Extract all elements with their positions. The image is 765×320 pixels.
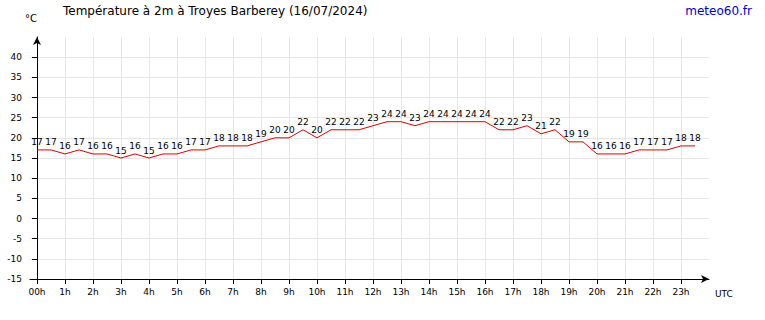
svg-text:17: 17 [31,137,42,147]
svg-text:15: 15 [11,153,22,163]
svg-text:18h: 18h [532,287,549,297]
svg-text:24: 24 [437,109,449,119]
svg-text:15: 15 [115,146,126,156]
svg-text:20: 20 [283,125,295,135]
svg-text:meteo60.fr: meteo60.fr [685,4,752,18]
svg-text:21: 21 [535,121,546,131]
svg-text:Température à 2m à Troyes Barb: Température à 2m à Troyes Barberey (16/0… [62,4,367,18]
svg-text:18: 18 [241,133,253,143]
svg-text:22: 22 [507,117,518,127]
svg-text:16: 16 [605,141,617,151]
svg-text:18: 18 [213,133,225,143]
svg-text:UTC: UTC [715,289,733,299]
svg-text:00h: 00h [28,287,45,297]
svg-text:23: 23 [367,113,378,123]
svg-text:10h: 10h [308,287,325,297]
svg-text:23: 23 [409,113,420,123]
svg-text:16: 16 [591,141,603,151]
svg-text:2h: 2h [87,287,98,297]
svg-text:24: 24 [479,109,491,119]
svg-text:18: 18 [675,133,687,143]
svg-text:1h: 1h [59,287,70,297]
svg-text:22: 22 [325,117,336,127]
svg-text:10: 10 [11,173,23,183]
svg-text:5h: 5h [171,287,182,297]
svg-text:22: 22 [353,117,364,127]
svg-text:22h: 22h [644,287,661,297]
svg-text:22: 22 [297,117,308,127]
svg-text:24: 24 [395,109,407,119]
svg-text:8h: 8h [255,287,266,297]
svg-text:4h: 4h [143,287,154,297]
svg-text:17: 17 [633,137,644,147]
svg-text:23: 23 [521,113,532,123]
svg-text:3h: 3h [115,287,126,297]
svg-text:16: 16 [157,141,169,151]
svg-text:21h: 21h [616,287,633,297]
svg-text:24: 24 [423,109,435,119]
svg-text:17: 17 [185,137,196,147]
svg-text:15: 15 [143,146,154,156]
svg-text:16h: 16h [476,287,493,297]
svg-text:7h: 7h [227,287,238,297]
svg-text:17: 17 [45,137,56,147]
svg-text:12h: 12h [364,287,381,297]
svg-text:17: 17 [73,137,84,147]
svg-text:17: 17 [647,137,658,147]
svg-text:19: 19 [577,129,589,139]
svg-text:16: 16 [619,141,631,151]
svg-text:24: 24 [381,109,393,119]
svg-text:40: 40 [11,52,23,62]
svg-text:0: 0 [16,214,22,224]
svg-text:22: 22 [339,117,350,127]
svg-text:16: 16 [171,141,183,151]
svg-text:18: 18 [227,133,239,143]
svg-text:24: 24 [451,109,463,119]
svg-text:°C: °C [25,13,37,24]
svg-text:19: 19 [563,129,575,139]
svg-text:22: 22 [549,117,560,127]
svg-text:20: 20 [269,125,281,135]
svg-text:20: 20 [11,133,23,143]
svg-text:22: 22 [493,117,504,127]
svg-text:9h: 9h [283,287,294,297]
svg-text:18: 18 [689,133,701,143]
svg-text:19: 19 [255,129,267,139]
svg-text:17h: 17h [504,287,521,297]
svg-text:16: 16 [87,141,99,151]
svg-text:16: 16 [101,141,113,151]
svg-text:25: 25 [11,113,22,123]
svg-text:15h: 15h [448,287,465,297]
svg-text:-15: -15 [7,274,22,284]
svg-text:20: 20 [311,125,323,135]
svg-text:11h: 11h [336,287,353,297]
svg-text:16: 16 [129,141,141,151]
svg-text:35: 35 [11,72,22,82]
svg-text:30: 30 [11,93,23,103]
svg-text:6h: 6h [199,287,210,297]
svg-text:20h: 20h [588,287,605,297]
svg-text:17: 17 [661,137,672,147]
svg-text:13h: 13h [392,287,409,297]
svg-text:14h: 14h [420,287,437,297]
svg-text:5: 5 [16,193,22,203]
svg-text:23h: 23h [672,287,689,297]
svg-text:19h: 19h [560,287,577,297]
svg-text:-10: -10 [7,254,22,264]
svg-text:17: 17 [199,137,210,147]
svg-text:-5: -5 [13,234,22,244]
svg-text:24: 24 [465,109,477,119]
svg-text:16: 16 [59,141,71,151]
